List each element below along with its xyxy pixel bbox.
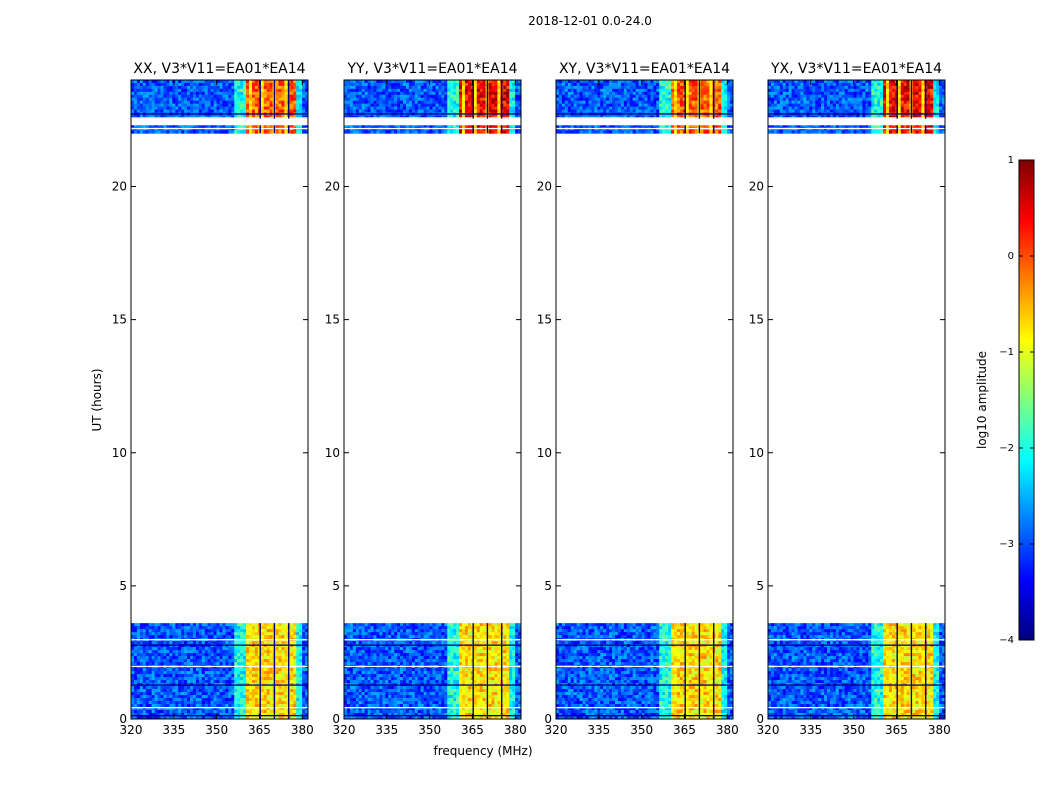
y-tick-label: 15 bbox=[749, 313, 764, 327]
y-tick-label: 0 bbox=[332, 712, 340, 726]
x-tick-label: 350 bbox=[205, 723, 228, 737]
panel-frame bbox=[555, 79, 734, 720]
colorbar-tick-label: 1 bbox=[1008, 155, 1014, 166]
panel-title: YX, V3*V11=EA01*EA14 bbox=[770, 61, 942, 77]
y-tick-label: 10 bbox=[749, 446, 764, 460]
y-tick-label: 5 bbox=[544, 579, 552, 593]
y-tick-label: 5 bbox=[119, 579, 127, 593]
x-tick-label: 335 bbox=[587, 723, 610, 737]
x-tick-label: 380 bbox=[504, 723, 527, 737]
y-tick-label: 20 bbox=[325, 180, 340, 194]
panel-xx: XX, V3*V11=EA01*EA14 320 335 350 365 380 0 5 10 1… bbox=[112, 61, 314, 737]
y-tick-label: 0 bbox=[119, 712, 127, 726]
colorbar-tick-label: −1 bbox=[999, 347, 1014, 358]
panel-frame bbox=[343, 79, 522, 720]
colorbar: 1 0 −1 −2 −3 −4 log10 amplitude bbox=[975, 155, 1035, 646]
panel-yx: YX, V3*V11=EA01*EA14 320 335 350 365 380 0 5 10 1… bbox=[749, 61, 951, 737]
colorbar-tick-label: −4 bbox=[999, 635, 1014, 646]
x-tick-label: 350 bbox=[842, 723, 865, 737]
colorbar-tick-label: −2 bbox=[999, 443, 1014, 454]
y-axis-label: UT (hours) bbox=[90, 368, 104, 431]
panel-xy: XY, V3*V11=EA01*EA14 320 335 350 365 380 0 5 10 1… bbox=[537, 61, 739, 737]
x-tick-label: 365 bbox=[248, 723, 271, 737]
heatmap-image bbox=[344, 80, 521, 719]
x-tick-label: 320 bbox=[333, 723, 356, 737]
x-tick-label: 335 bbox=[799, 723, 822, 737]
y-tick-label: 10 bbox=[112, 446, 127, 460]
panel-frame bbox=[130, 79, 309, 720]
y-tick-label: 10 bbox=[537, 446, 552, 460]
heatmap-image bbox=[768, 80, 945, 719]
colorbar-tick-label: 0 bbox=[1008, 251, 1014, 262]
x-tick-label: 350 bbox=[630, 723, 653, 737]
panel-yy: YY, V3*V11=EA01*EA14 320 335 350 365 380 0 5 10 1… bbox=[325, 61, 527, 737]
panel-title: YY, V3*V11=EA01*EA14 bbox=[346, 61, 517, 77]
panel-title: XX, V3*V11=EA01*EA14 bbox=[133, 61, 305, 77]
x-tick-label: 320 bbox=[757, 723, 780, 737]
y-tick-label: 20 bbox=[749, 180, 764, 194]
panel-frame bbox=[767, 79, 946, 720]
y-tick-label: 20 bbox=[112, 180, 127, 194]
x-tick-label: 365 bbox=[673, 723, 696, 737]
y-tick-label: 15 bbox=[537, 313, 552, 327]
x-tick-label: 380 bbox=[928, 723, 951, 737]
x-tick-label: 335 bbox=[375, 723, 398, 737]
y-tick-label: 0 bbox=[756, 712, 764, 726]
y-tick-label: 10 bbox=[325, 446, 340, 460]
x-tick-label: 365 bbox=[461, 723, 484, 737]
x-axis-label: frequency (MHz) bbox=[433, 744, 532, 758]
y-tick-label: 5 bbox=[332, 579, 340, 593]
y-tick-label: 5 bbox=[756, 579, 764, 593]
y-tick-label: 0 bbox=[544, 712, 552, 726]
colorbar-label: log10 amplitude bbox=[975, 351, 989, 449]
y-tick-label: 20 bbox=[537, 180, 552, 194]
x-tick-label: 320 bbox=[120, 723, 143, 737]
x-tick-label: 365 bbox=[885, 723, 908, 737]
y-tick-label: 15 bbox=[325, 313, 340, 327]
panel-title: XY, V3*V11=EA01*EA14 bbox=[559, 61, 730, 77]
x-tick-label: 320 bbox=[545, 723, 568, 737]
x-tick-label: 380 bbox=[291, 723, 314, 737]
x-tick-label: 335 bbox=[162, 723, 185, 737]
panels-layer: XX, V3*V11=EA01*EA14 320 335 350 365 380 0 5 10 1… bbox=[112, 61, 951, 737]
colorbar-tick-label: −3 bbox=[999, 539, 1014, 550]
y-tick-label: 15 bbox=[112, 313, 127, 327]
x-tick-label: 350 bbox=[418, 723, 441, 737]
heatmap-image bbox=[556, 80, 733, 719]
colorbar-gradient bbox=[1018, 159, 1035, 641]
heatmap-image bbox=[131, 80, 308, 719]
x-tick-label: 380 bbox=[716, 723, 739, 737]
figure-suptitle: 2018-12-01 0.0-24.0 bbox=[528, 14, 652, 28]
